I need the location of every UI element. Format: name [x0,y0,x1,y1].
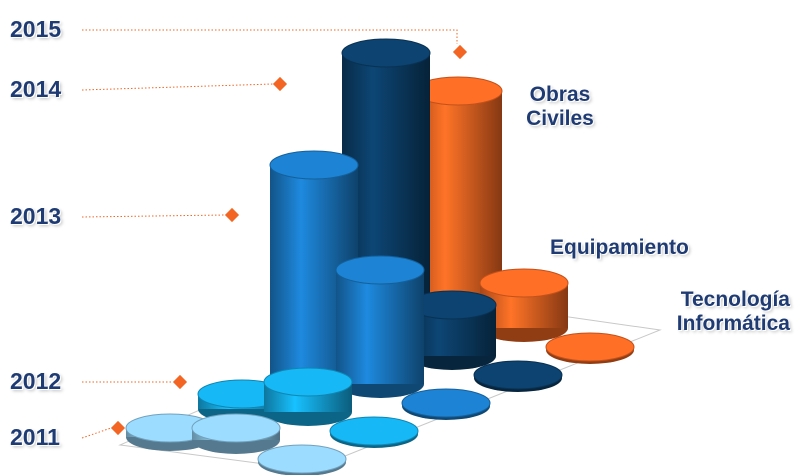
cylinder-top [335,255,425,285]
category-label: Obras Civiles [526,83,594,130]
series-label: 2011 [10,424,60,450]
cylinder-top [473,360,563,390]
cylinder [263,367,353,426]
cylinder [473,360,563,392]
cylinder [407,290,497,370]
series-label: 2013 [10,203,62,229]
leader-line [81,83,274,91]
diamond-marker [110,420,126,436]
series-label: 2012 [10,368,62,394]
cylinder [545,332,635,364]
category-label: Tecnología Informática [676,288,790,335]
cylinder-top [269,150,359,180]
series-label: 2015 [10,16,62,42]
diamond-marker [172,374,188,390]
cylinder [401,388,491,420]
leader-line [81,427,112,439]
cylinder-top [329,416,419,446]
category-label: Equipamiento [550,236,689,259]
series-label: 2014 [10,76,62,102]
diamond-marker [452,44,468,60]
diamond-marker [224,207,240,223]
diamond-marker [272,76,288,92]
cylinder-top [545,332,635,362]
leader-line [82,29,458,44]
cylinder-top [191,413,281,443]
cylinder [191,413,281,454]
cylinder-top [341,38,431,68]
cylinder [257,444,347,475]
cylinder-top [479,268,569,298]
cylinder [335,255,425,398]
cylinder-top [257,444,347,474]
leader-line [81,214,226,218]
cylinder-body [336,270,424,384]
cylinder-top [401,388,491,418]
cylinder [329,416,419,448]
cylinder-top [263,367,353,397]
